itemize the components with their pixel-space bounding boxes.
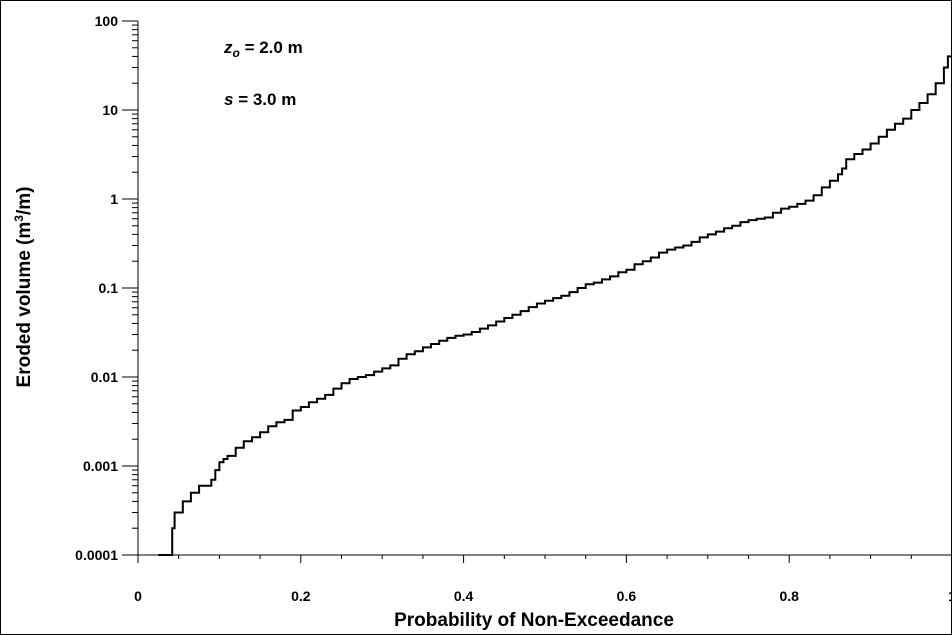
y-tick-label: 1 bbox=[110, 191, 118, 207]
x-tick-label: 0.8 bbox=[779, 588, 799, 604]
y-axis-label-sup: 3 bbox=[12, 215, 26, 222]
x-tick-label: 0.2 bbox=[291, 588, 311, 604]
x-axis: 0 0.2 0.4 0.6 0.8 1 bbox=[134, 554, 952, 604]
annotation-zo-var: z bbox=[223, 38, 233, 57]
annotation-s-var: s bbox=[224, 90, 233, 109]
y-tick-label: 0.01 bbox=[91, 369, 118, 385]
series-line bbox=[158, 34, 952, 556]
y-tick-label: 0.1 bbox=[99, 280, 119, 296]
annotation-zo-rest: = 2.0 m bbox=[240, 38, 303, 57]
x-tick-label: 0 bbox=[134, 588, 142, 604]
y-axis: 0.0001 0.001 0.01 0.1 1 10 100 bbox=[75, 13, 139, 563]
series-layer bbox=[158, 34, 952, 556]
x-tick-label: 1 bbox=[948, 588, 952, 604]
y-axis-label: Eroded volume (m3/m) bbox=[12, 187, 35, 388]
annotation-zo-sub: o bbox=[233, 46, 240, 60]
annotation-s: s = 3.0 m bbox=[224, 90, 296, 109]
annotation-s-rest: = 3.0 m bbox=[233, 90, 296, 109]
y-tick-label: 100 bbox=[95, 13, 119, 29]
annotation-zo: zo = 2.0 m bbox=[223, 38, 303, 60]
x-axis-label: Probability of Non-Exceedance bbox=[394, 610, 674, 631]
y-axis-label-post: /m) bbox=[14, 187, 35, 216]
y-tick-label: 0.0001 bbox=[75, 547, 118, 563]
x-tick-label: 0.4 bbox=[454, 588, 474, 604]
y-axis-label-pre: Eroded volume (m bbox=[14, 222, 35, 388]
y-tick-label: 10 bbox=[102, 102, 118, 118]
y-tick-label: 0.001 bbox=[83, 458, 118, 474]
x-tick-label: 0.6 bbox=[617, 588, 637, 604]
